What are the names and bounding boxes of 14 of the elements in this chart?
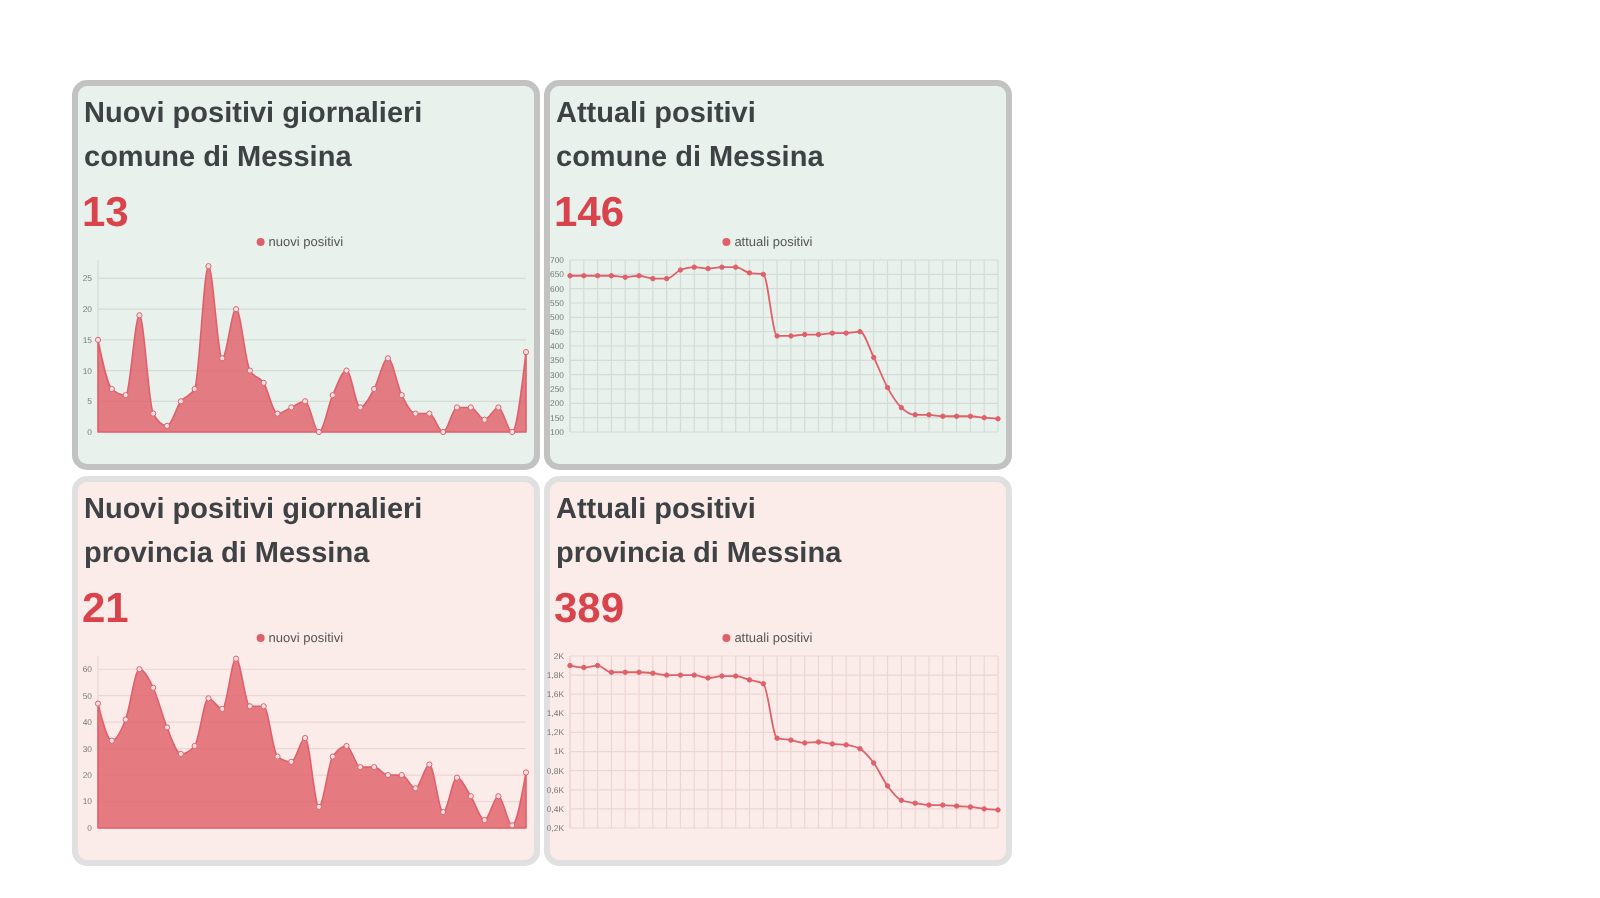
chart-title: Attuali positivi <box>556 98 756 130</box>
chart-subtitle: provincia di Messina <box>84 538 372 570</box>
chart-title: Nuovi positivi giornalieri <box>84 98 423 130</box>
chart-title: Attuali positivi <box>556 494 756 526</box>
text: 13 <box>82 190 129 236</box>
line-series <box>567 662 1001 813</box>
chart-subtitle: comune di Messina <box>556 142 826 174</box>
text: 389 <box>554 586 625 632</box>
chart-subtitle: comune di Messina <box>84 142 354 174</box>
chart-subtitle: provincia di Messina <box>556 538 844 570</box>
chart-title: Nuovi positivi giornalieri <box>84 494 423 526</box>
line-series <box>567 264 1001 422</box>
text: 146 <box>554 190 625 236</box>
text: 21 <box>82 586 130 632</box>
